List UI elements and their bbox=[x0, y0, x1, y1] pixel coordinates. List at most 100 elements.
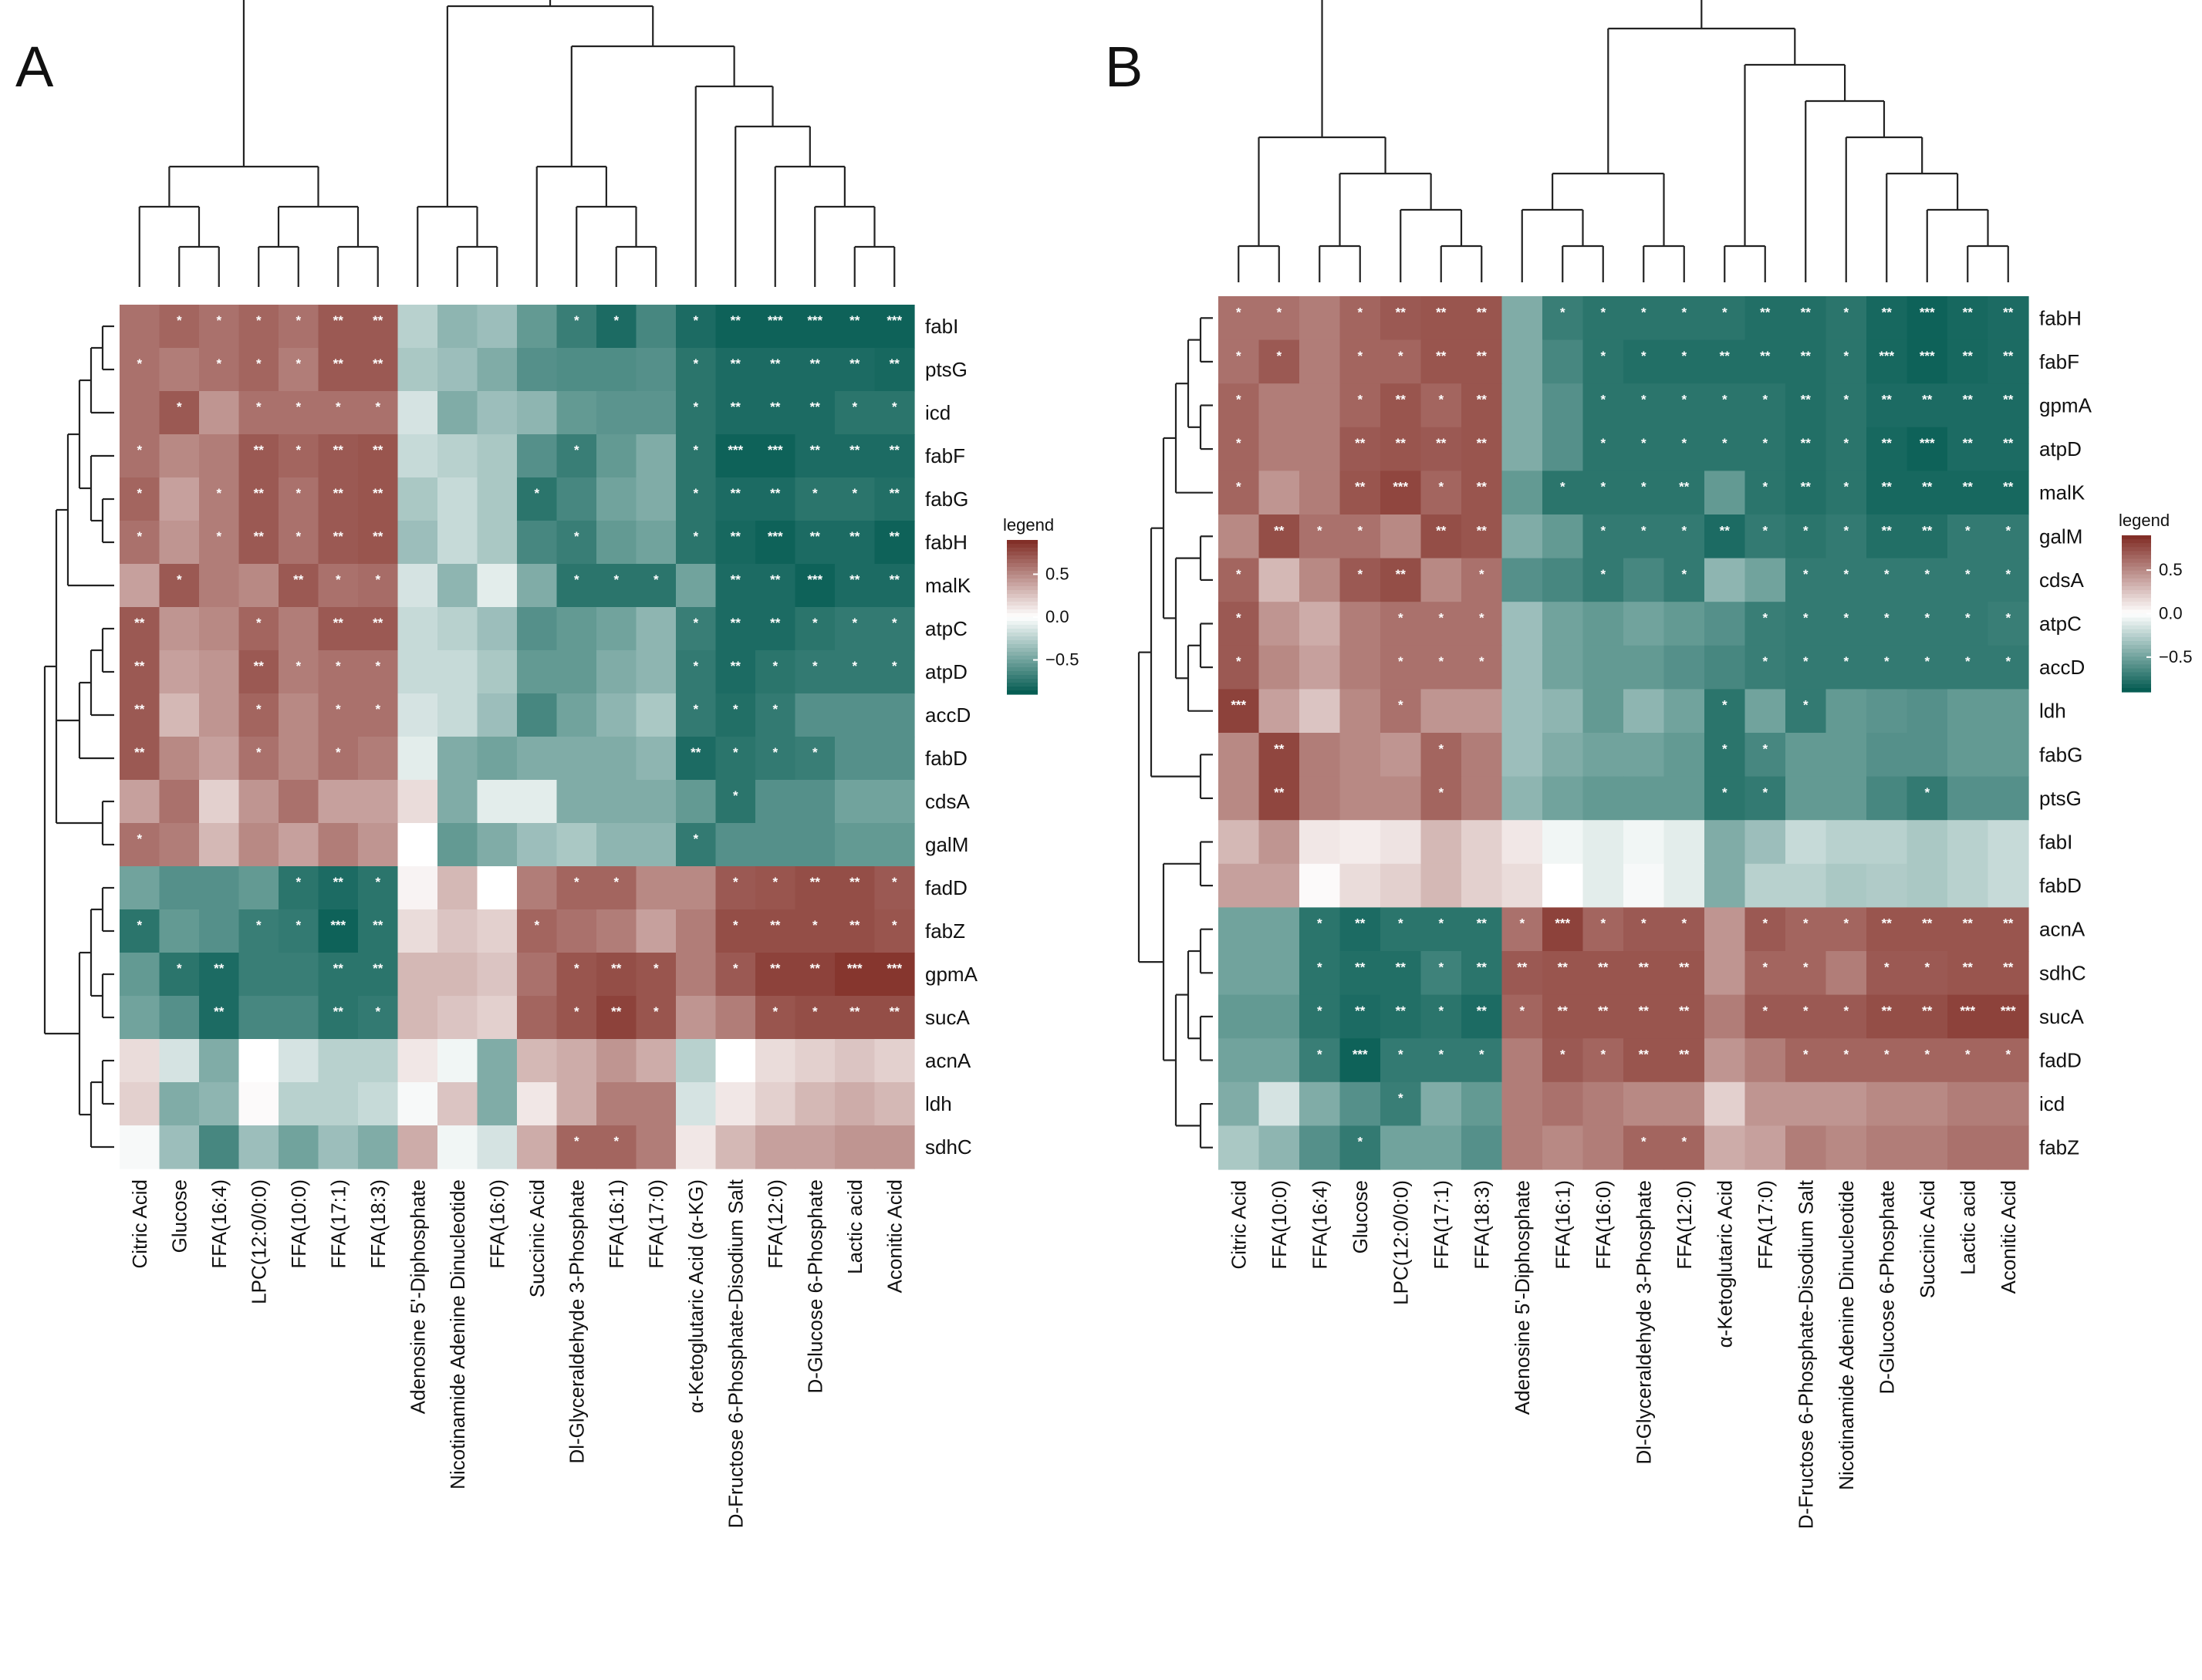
heatmap-cell bbox=[755, 1082, 796, 1126]
heatmap-cell bbox=[1339, 951, 1381, 996]
heatmap-cell bbox=[159, 737, 200, 781]
significance-mark: * bbox=[216, 356, 221, 371]
row-label: fabZ bbox=[2039, 1136, 2079, 1159]
heatmap-cell bbox=[1988, 471, 2029, 515]
heatmap-cell bbox=[1785, 339, 1827, 384]
heatmap-cell bbox=[874, 1125, 915, 1169]
heatmap-cell bbox=[120, 1039, 160, 1083]
legend-gradient-step bbox=[1007, 559, 1038, 564]
heatmap-cell bbox=[279, 953, 319, 997]
significance-mark: ** bbox=[1477, 349, 1488, 363]
heatmap-cell bbox=[358, 434, 399, 478]
heatmap-cell bbox=[596, 391, 637, 435]
significance-mark: *** bbox=[768, 443, 783, 457]
heatmap-cell bbox=[1461, 733, 1503, 778]
significance-mark: ** bbox=[333, 875, 344, 889]
heatmap-cell bbox=[1866, 427, 1908, 471]
heatmap-cell bbox=[1420, 733, 1462, 778]
heatmap-cell bbox=[596, 1082, 637, 1126]
heatmap-cell bbox=[1339, 994, 1381, 1039]
significance-mark: * bbox=[336, 745, 341, 760]
heatmap-cell bbox=[1744, 951, 1786, 996]
heatmap-panel-a: * * * * ** ** * * * ** *** *** ** **** * * * ** ** * ** ** ** *… bbox=[43, 0, 1079, 1528]
heatmap-cell bbox=[159, 305, 200, 349]
column-label: FFA(16:4) bbox=[1308, 1180, 1331, 1270]
heatmap-cell bbox=[1258, 820, 1300, 865]
significance-mark: ** bbox=[134, 702, 145, 717]
significance-mark: * bbox=[1762, 523, 1768, 538]
heatmap-cell bbox=[318, 953, 359, 997]
heatmap-cell bbox=[199, 780, 240, 824]
heatmap-cell bbox=[556, 391, 597, 435]
heatmap-cell bbox=[1988, 1081, 2029, 1126]
significance-mark: * bbox=[1965, 611, 1971, 626]
heatmap-cell bbox=[676, 477, 717, 521]
heatmap-cell bbox=[318, 1082, 359, 1126]
heatmap-panel-b: * * * ** ** ** * * * * * ** ** * ** *** ** *** * * * ** ** * * * *… bbox=[1137, 0, 2192, 1529]
heatmap-cell bbox=[1380, 645, 1422, 690]
column-label: Dl-Glyceraldehyde 3-Phosphate bbox=[565, 1179, 588, 1464]
heatmap-cell bbox=[596, 477, 637, 521]
significance-mark: * bbox=[1641, 349, 1646, 363]
legend-gradient-step bbox=[2122, 582, 2151, 587]
significance-mark: * bbox=[137, 356, 142, 371]
heatmap-cell bbox=[676, 823, 717, 867]
heatmap-cell bbox=[1461, 994, 1503, 1039]
significance-mark: * bbox=[892, 616, 897, 630]
significance-mark: ** bbox=[1436, 436, 1447, 450]
heatmap-cell bbox=[1663, 339, 1705, 384]
significance-mark: * bbox=[137, 529, 142, 544]
heatmap-cell bbox=[318, 823, 359, 867]
heatmap-cell bbox=[1906, 820, 1948, 865]
heatmap-cell bbox=[596, 521, 637, 565]
heatmap-cell bbox=[1623, 1081, 1665, 1126]
heatmap-cell bbox=[1866, 776, 1908, 821]
heatmap-cell bbox=[1582, 1125, 1624, 1170]
heatmap-cell bbox=[1339, 776, 1381, 821]
heatmap-cell bbox=[676, 780, 717, 824]
heatmap-cell bbox=[1461, 1125, 1503, 1170]
significance-mark: ** bbox=[611, 961, 622, 976]
significance-mark: * bbox=[1438, 611, 1444, 626]
heatmap-cell bbox=[1623, 558, 1665, 602]
column-label: D-Glucose 6-Phosphate bbox=[803, 1179, 826, 1393]
heatmap-cell bbox=[1582, 514, 1624, 559]
legend-gradient-step bbox=[2122, 668, 2151, 673]
significance-mark: ** bbox=[254, 486, 265, 501]
row-label: icd bbox=[2039, 1092, 2065, 1115]
heatmap-cell bbox=[676, 391, 717, 435]
heatmap-cell bbox=[1582, 602, 1624, 646]
heatmap-cell bbox=[1258, 776, 1300, 821]
significance-mark: ** bbox=[1396, 393, 1407, 407]
heatmap-cell bbox=[1582, 427, 1624, 471]
significance-mark: ** bbox=[1801, 393, 1812, 407]
heatmap-cell bbox=[1501, 471, 1543, 515]
heatmap-cell bbox=[1542, 994, 1584, 1039]
heatmap-cell bbox=[1866, 514, 1908, 559]
heatmap-cell bbox=[279, 996, 319, 1040]
heatmap-cell bbox=[1218, 776, 1260, 821]
significance-mark: ** bbox=[333, 529, 344, 544]
significance-mark: * bbox=[1641, 523, 1646, 538]
heatmap-cell bbox=[159, 521, 200, 565]
heatmap-cell bbox=[279, 1039, 319, 1083]
heatmap-cell bbox=[159, 607, 200, 651]
heatmap-cell bbox=[279, 348, 319, 392]
heatmap-cell bbox=[1461, 339, 1503, 384]
heatmap-cell bbox=[238, 1082, 279, 1126]
row-label: galM bbox=[2039, 525, 2082, 548]
significance-mark: * bbox=[375, 875, 380, 889]
significance-mark: ** bbox=[1396, 436, 1407, 450]
heatmap-cell bbox=[1420, 907, 1462, 952]
significance-mark: * bbox=[1236, 305, 1241, 319]
heatmap-cell bbox=[318, 305, 359, 349]
legend-gradient-step bbox=[2122, 629, 2151, 634]
heatmap-cell bbox=[1744, 339, 1786, 384]
heatmap-cell bbox=[1623, 383, 1665, 428]
significance-mark: ** bbox=[333, 961, 344, 976]
heatmap-cell bbox=[397, 391, 438, 435]
heatmap-cell bbox=[1947, 863, 1989, 908]
legend-gradient-step bbox=[1007, 629, 1038, 633]
significance-mark: * bbox=[1722, 785, 1727, 800]
significance-mark: * bbox=[1479, 567, 1484, 582]
